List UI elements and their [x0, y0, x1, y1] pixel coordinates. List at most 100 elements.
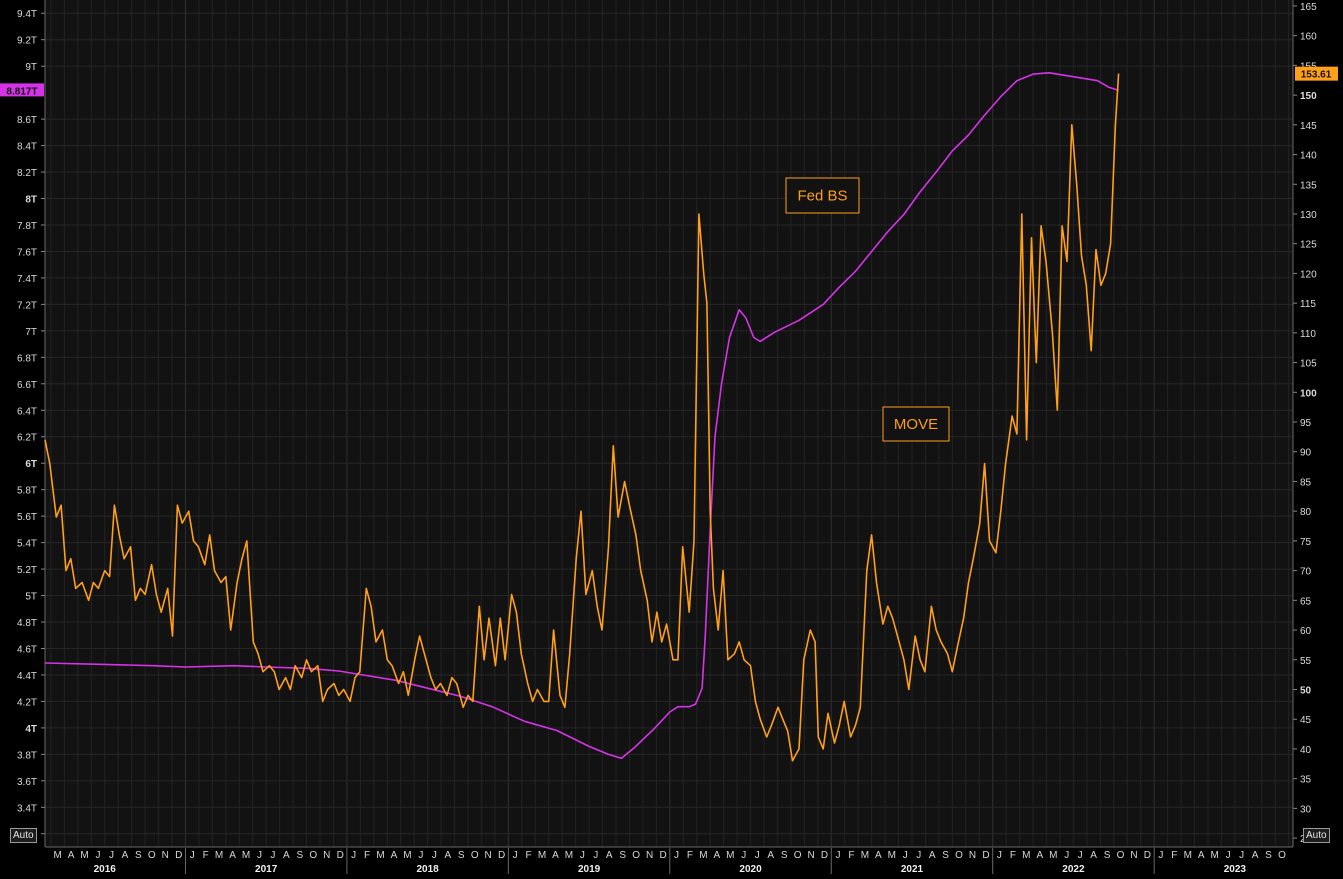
right-axis-tick-label: 100	[1300, 388, 1317, 399]
series-line-move	[44, 73, 1120, 762]
right-axis-tick-label: 110	[1300, 329, 1316, 340]
right-axis-tick-label: 140	[1300, 151, 1317, 162]
month-tick-label: A	[68, 850, 75, 861]
right-last-value-label: 153.61	[1301, 70, 1332, 81]
month-tick-label: J	[916, 850, 921, 861]
month-tick-label: A	[767, 850, 774, 861]
month-tick-label: F	[848, 850, 854, 861]
left-axis-tick-label: 5T	[25, 592, 37, 603]
right-axis-tick-label: 120	[1300, 269, 1317, 280]
left-axis-tick-label: 6.8T	[17, 353, 37, 364]
right-axis-tick-label: 70	[1300, 567, 1312, 578]
left-axis-tick-label: 5.6T	[17, 512, 37, 523]
month-tick-label: O	[471, 850, 479, 861]
month-tick-label: J	[432, 850, 437, 861]
month-tick-label: A	[1090, 850, 1097, 861]
right-axis-tick-label: 30	[1300, 804, 1312, 815]
month-tick-label: M	[699, 850, 707, 861]
month-tick-label: N	[969, 850, 976, 861]
month-tick-label: M	[403, 850, 411, 861]
month-tick-label: M	[376, 850, 384, 861]
plot-area	[45, 0, 1293, 847]
left-axis-tick-label: 5.8T	[17, 486, 37, 497]
month-tick-label: O	[632, 850, 640, 861]
month-tick-label: A	[444, 850, 451, 861]
month-tick-label: J	[835, 850, 840, 861]
month-tick-label: O	[1278, 850, 1286, 861]
annotation-move: MOVE	[882, 406, 950, 442]
month-tick-label: S	[619, 850, 626, 861]
right-axis-tick-label: 165	[1300, 2, 1317, 13]
left-last-value-label: 8.817T	[6, 86, 37, 97]
left-axis-tick-label: 8T	[25, 195, 37, 206]
month-tick-label: D	[337, 850, 344, 861]
month-tick-label: A	[122, 850, 129, 861]
month-tick-label: M	[565, 850, 573, 861]
left-axis-tick-label: 6.2T	[17, 433, 37, 444]
month-tick-label: M	[1049, 850, 1057, 861]
month-tick-label: J	[593, 850, 598, 861]
month-tick-label: M	[1184, 850, 1192, 861]
month-tick-label: J	[580, 850, 585, 861]
month-tick-label: N	[485, 850, 492, 861]
left-axis-tick-label: 6T	[25, 459, 37, 470]
month-tick-label: J	[190, 850, 195, 861]
left-axis-tick-label: 4.8T	[17, 618, 37, 629]
month-tick-label: F	[203, 850, 209, 861]
left-axis-tick-label: 5.4T	[17, 539, 37, 550]
right-axis-tick-label: 60	[1300, 626, 1312, 637]
month-tick-label: F	[364, 850, 370, 861]
right-auto-button[interactable]: Auto	[1303, 828, 1330, 843]
left-axis-tick-label: 3.6T	[17, 777, 37, 788]
month-tick-label: M	[80, 850, 88, 861]
month-tick-label: S	[458, 850, 465, 861]
annotation-fed-bs: Fed BS	[785, 177, 860, 214]
month-tick-label: J	[1239, 850, 1244, 861]
month-tick-label: S	[781, 850, 788, 861]
month-tick-label: D	[659, 850, 666, 861]
month-tick-label: S	[1104, 850, 1111, 861]
month-tick-label: N	[807, 850, 814, 861]
month-tick-label: J	[674, 850, 679, 861]
month-tick-label: A	[1198, 850, 1205, 861]
year-label: 2022	[1062, 864, 1085, 874]
annotation-box	[882, 406, 950, 442]
month-tick-label: O	[794, 850, 802, 861]
month-tick-label: M	[1211, 850, 1219, 861]
right-axis-tick-label: 115	[1300, 299, 1316, 310]
month-tick-label: O	[309, 850, 317, 861]
right-axis-tick-label: 65	[1300, 596, 1312, 607]
month-tick-label: J	[1064, 850, 1069, 861]
left-axis-tick-label: 6.4T	[17, 406, 37, 417]
right-axis-tick-label: 50	[1300, 685, 1312, 696]
month-tick-label: M	[53, 850, 61, 861]
month-tick-label: F	[525, 850, 531, 861]
month-tick-label: A	[606, 850, 613, 861]
left-axis-tick-label: 7.6T	[17, 247, 37, 258]
right-last-value-badge	[1295, 66, 1338, 81]
left-axis-tick-label: 6.6T	[17, 380, 37, 391]
left-axis-tick-label: 7.4T	[17, 274, 37, 285]
month-tick-label: J	[270, 850, 275, 861]
month-tick-label: M	[726, 850, 734, 861]
right-axis-tick-label: 55	[1300, 656, 1312, 667]
month-tick-label: M	[215, 850, 223, 861]
month-tick-label: N	[1130, 850, 1137, 861]
month-tick-label: A	[1252, 850, 1259, 861]
right-axis-tick-label: 85	[1300, 477, 1312, 488]
month-tick-label: A	[714, 850, 721, 861]
month-tick-label: J	[513, 850, 518, 861]
month-tick-label: A	[875, 850, 882, 861]
right-axis-tick-label: 80	[1300, 507, 1312, 518]
left-auto-button[interactable]: Auto	[10, 828, 37, 843]
right-axis-tick-label: 125	[1300, 240, 1317, 251]
left-axis-tick-label: 7T	[25, 327, 37, 338]
month-tick-label: J	[741, 850, 746, 861]
month-tick-label: S	[942, 850, 949, 861]
month-tick-label: M	[1022, 850, 1030, 861]
month-tick-label: A	[929, 850, 936, 861]
month-tick-label: A	[229, 850, 236, 861]
month-tick-label: N	[162, 850, 169, 861]
